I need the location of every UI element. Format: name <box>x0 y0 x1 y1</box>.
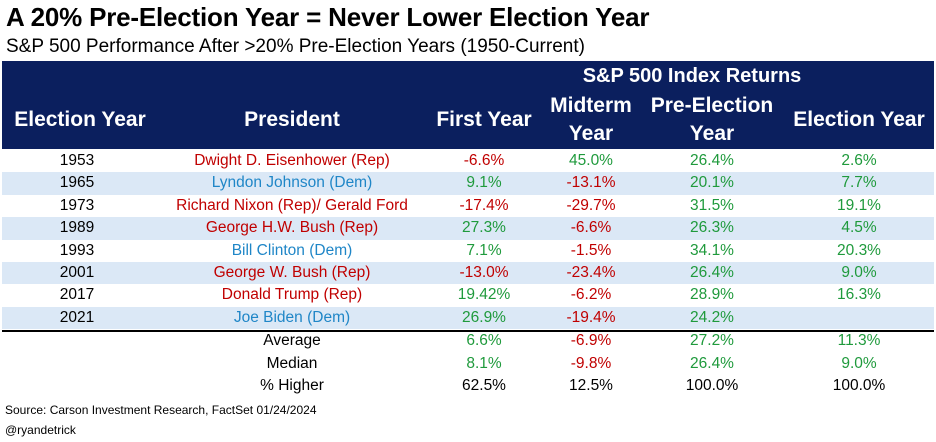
cell-midterm-year: -1.5% <box>570 241 612 259</box>
cell-first-year: 7.1% <box>466 241 502 259</box>
table-row: 2001 George W. Bush (Rep) -13.0% -23.4% 26.4… <box>2 262 934 285</box>
cell-president: Bill Clinton (Dem) <box>231 241 353 259</box>
summary-row: Average 6.6% -6.9% 27.2% 11.3% <box>2 330 934 353</box>
table-row: 1953 Dwight D. Eisenhower (Rep) -6.6% 45.0%… <box>2 150 934 172</box>
cell-year: 2001 <box>59 264 95 281</box>
cell-midterm-year: 12.5% <box>569 377 613 394</box>
cell-first-year: 19.42% <box>457 286 511 304</box>
cell-pre-election-year: 31.5% <box>690 196 734 214</box>
header-midterm-line2: Year <box>568 122 614 145</box>
cell-first-year: -13.0% <box>459 264 509 281</box>
header-midterm-line1: Midterm <box>550 94 632 117</box>
cell-year: 1965 <box>59 174 95 192</box>
cell-first-year: 6.6% <box>466 332 502 349</box>
cell-election-year: 19.1% <box>837 196 881 214</box>
cell-summary-label: Median <box>266 354 318 372</box>
summary-divider <box>2 330 934 332</box>
cell-first-year: 26.9% <box>462 308 506 326</box>
header-president: President <box>244 108 340 131</box>
cell-midterm-year: -29.7% <box>566 196 616 214</box>
cell-president: Lyndon Johnson (Dem) <box>211 174 373 192</box>
cell-election-year: 2.6% <box>841 152 877 169</box>
cell-election-year: 20.3% <box>837 241 881 259</box>
cell-election-year: 9.0% <box>841 264 877 281</box>
cell-pre-election-year: 26.4% <box>690 264 734 281</box>
cell-midterm-year: -13.1% <box>566 174 616 192</box>
cell-first-year: -6.6% <box>463 152 505 169</box>
cell-pre-election-year: 34.1% <box>690 241 734 259</box>
cell-pre-election-year: 20.1% <box>690 174 734 192</box>
cell-midterm-year: -9.8% <box>570 354 612 372</box>
table-row: 2017 Donald Trump (Rep) 19.42% -6.2% 28.9% 16… <box>2 284 934 306</box>
table-row: 2021 Joe Biden (Dem) 26.9% -19.4% 24.2% <box>2 306 934 330</box>
table-row: 1973 Richard Nixon (Rep)/ Gerald Ford -17.… <box>2 195 934 217</box>
author-handle: @ryandetrick <box>5 423 76 437</box>
cell-first-year: -17.4% <box>459 196 509 214</box>
cell-first-year: 8.1% <box>466 354 502 372</box>
cell-year: 1973 <box>59 196 95 214</box>
cell-election-year: 9.0% <box>841 354 877 372</box>
cell-president: Dwight D. Eisenhower (Rep) <box>194 152 390 169</box>
cell-pre-election-year: 27.2% <box>690 332 734 349</box>
cell-president: George H.W. Bush (Rep) <box>205 219 379 237</box>
cell-midterm-year: -6.9% <box>570 332 612 349</box>
cell-president: Joe Biden (Dem) <box>233 308 351 326</box>
cell-president: George W. Bush (Rep) <box>213 264 371 281</box>
chart-subtitle: S&P 500 Performance After >20% Pre-Elect… <box>6 36 585 57</box>
cell-midterm-year: -19.4% <box>566 308 616 326</box>
cell-pre-election-year: 26.3% <box>690 219 734 237</box>
cell-first-year: 9.1% <box>466 174 502 192</box>
cell-year: 1989 <box>59 219 95 237</box>
cell-summary-label: Average <box>263 332 321 349</box>
cell-election-year <box>784 307 934 329</box>
cell-midterm-year: -6.2% <box>570 286 612 304</box>
cell-midterm-year: -23.4% <box>566 264 616 281</box>
summary-row: % Higher 62.5% 12.5% 100.0% 100.0% <box>2 375 934 398</box>
cell-pre-election-year: 26.4% <box>690 152 734 169</box>
cell-year: 1993 <box>59 241 95 259</box>
cell-year: 2021 <box>59 308 95 326</box>
table-row: 1989 George H.W. Bush (Rep) 27.3% -6.6% 26.3… <box>2 217 934 240</box>
cell-election-year: 100.0% <box>832 377 886 394</box>
cell-year: 2017 <box>59 286 95 304</box>
cell-first-year: 62.5% <box>462 377 506 394</box>
cell-midterm-year: 45.0% <box>569 152 613 169</box>
table-row: 1993 Bill Clinton (Dem) 7.1% -1.5% 34.1% 20.3… <box>2 240 934 262</box>
cell-president: Richard Nixon (Rep)/ Gerald Ford <box>176 196 408 214</box>
chart-title: A 20% Pre-Election Year = Never Lower El… <box>6 2 650 32</box>
summary-row: Median 8.1% -9.8% 26.4% 9.0% <box>2 353 934 376</box>
header-election-year: Election Year <box>14 108 146 131</box>
cell-year: 1953 <box>59 152 95 169</box>
cell-election-year: 16.3% <box>837 286 881 304</box>
cell-pre-election-year: 24.2% <box>690 308 734 326</box>
cell-pre-election-year: 100.0% <box>685 377 739 394</box>
cell-first-year: 27.3% <box>462 219 506 237</box>
cell-election-year: 7.7% <box>841 174 877 192</box>
header-pre-election-line1: Pre-Election <box>650 94 774 117</box>
cell-midterm-year: -6.6% <box>570 219 612 237</box>
table-row: 1965 Lyndon Johnson (Dem) 9.1% -13.1% 20.1% 7… <box>2 172 934 195</box>
source-note: Source: Carson Investment Research, Fact… <box>5 403 317 417</box>
table-header: S&P 500 Index Returns Election Year Pres… <box>2 61 934 149</box>
cell-election-year: 11.3% <box>837 332 881 349</box>
header-election-year-return: Election Year <box>793 108 925 131</box>
header-first-year: First Year <box>436 108 532 131</box>
header-pre-election-line2: Year <box>689 122 735 145</box>
group-header-index-returns: S&P 500 Index Returns <box>582 65 802 87</box>
cell-election-year: 4.5% <box>841 219 877 237</box>
cell-president: Donald Trump (Rep) <box>221 286 363 304</box>
cell-summary-label: % Higher <box>260 377 324 394</box>
cell-pre-election-year: 28.9% <box>690 286 734 304</box>
cell-pre-election-year: 26.4% <box>690 354 734 372</box>
